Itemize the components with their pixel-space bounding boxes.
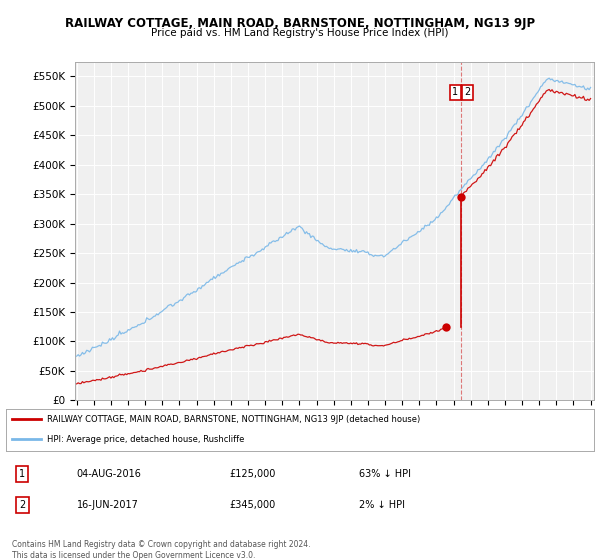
Text: £345,000: £345,000 [229,500,275,510]
Text: RAILWAY COTTAGE, MAIN ROAD, BARNSTONE, NOTTINGHAM, NG13 9JP (detached house): RAILWAY COTTAGE, MAIN ROAD, BARNSTONE, N… [47,415,421,424]
Text: 1: 1 [19,469,26,479]
Text: HPI: Average price, detached house, Rushcliffe: HPI: Average price, detached house, Rush… [47,435,245,444]
Text: 2% ↓ HPI: 2% ↓ HPI [359,500,405,510]
Text: 2: 2 [19,500,26,510]
Text: 63% ↓ HPI: 63% ↓ HPI [359,469,411,479]
Text: 04-AUG-2016: 04-AUG-2016 [77,469,142,479]
Text: RAILWAY COTTAGE, MAIN ROAD, BARNSTONE, NOTTINGHAM, NG13 9JP: RAILWAY COTTAGE, MAIN ROAD, BARNSTONE, N… [65,17,535,30]
Text: 16-JUN-2017: 16-JUN-2017 [77,500,139,510]
Text: 1: 1 [452,87,458,97]
Text: Contains HM Land Registry data © Crown copyright and database right 2024.
This d: Contains HM Land Registry data © Crown c… [12,540,311,560]
Text: £125,000: £125,000 [229,469,276,479]
Text: 2: 2 [464,87,470,97]
Text: Price paid vs. HM Land Registry's House Price Index (HPI): Price paid vs. HM Land Registry's House … [151,28,449,38]
